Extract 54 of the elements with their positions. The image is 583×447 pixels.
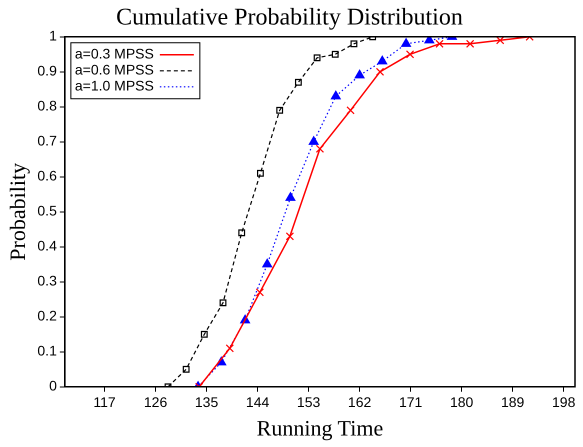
x-axis-title: Running Time [256, 416, 384, 441]
point [496, 36, 504, 44]
point [401, 38, 412, 47]
y-tick-label: 0.5 [37, 202, 58, 219]
point [308, 136, 319, 145]
point [350, 40, 358, 48]
point [406, 50, 414, 58]
x-tick-label: 180 [450, 394, 474, 410]
legend-label: a=0.6 MPSS [74, 62, 154, 78]
x-tick-label: 189 [500, 394, 525, 410]
y-tick-label: 0 [49, 378, 58, 394]
y-tick-label: 0.9 [37, 62, 58, 79]
legend-label: a=0.3 MPSS [74, 46, 154, 62]
point [220, 299, 226, 306]
y-tick-label: 0.1 [37, 342, 58, 359]
x-tick-label: 135 [194, 394, 218, 410]
y-tick-label: 1 [49, 28, 58, 44]
point [182, 366, 190, 373]
y-tick-label: 0.7 [37, 132, 58, 149]
point [435, 40, 444, 48]
point [332, 50, 339, 58]
point [238, 229, 246, 236]
x-tick-label: 117 [93, 394, 116, 410]
point [314, 54, 321, 62]
point [286, 232, 294, 240]
point [200, 330, 208, 338]
point [330, 90, 341, 100]
x-tick-label: 153 [296, 394, 320, 410]
point [276, 106, 284, 114]
x-tick-label: 162 [348, 394, 372, 410]
point [226, 344, 234, 352]
legend-label: a=1.0 MPSS [74, 78, 154, 94]
x-tick-label: 198 [552, 394, 576, 410]
y-axis-title: Probability [4, 162, 30, 261]
point [286, 192, 296, 201]
y-tick-label: 0.2 [37, 308, 58, 324]
point [346, 106, 355, 114]
point [377, 56, 388, 64]
point [376, 68, 384, 76]
point [466, 40, 474, 48]
point [354, 70, 365, 78]
point [256, 288, 264, 296]
point [316, 144, 324, 153]
y-tick-label: 0.8 [37, 98, 58, 114]
x-tick-label: 171 [398, 394, 423, 410]
y-tick-label: 0.6 [37, 168, 58, 184]
x-tick-label: 126 [144, 394, 168, 410]
y-tick-label: 0.3 [37, 272, 58, 289]
chart-title: Cumulative Probability Distribution [116, 4, 463, 31]
point [262, 258, 272, 268]
y-tick-label: 0.4 [37, 238, 58, 254]
point [294, 78, 302, 86]
point [256, 170, 264, 177]
x-tick-label: 144 [246, 394, 270, 410]
